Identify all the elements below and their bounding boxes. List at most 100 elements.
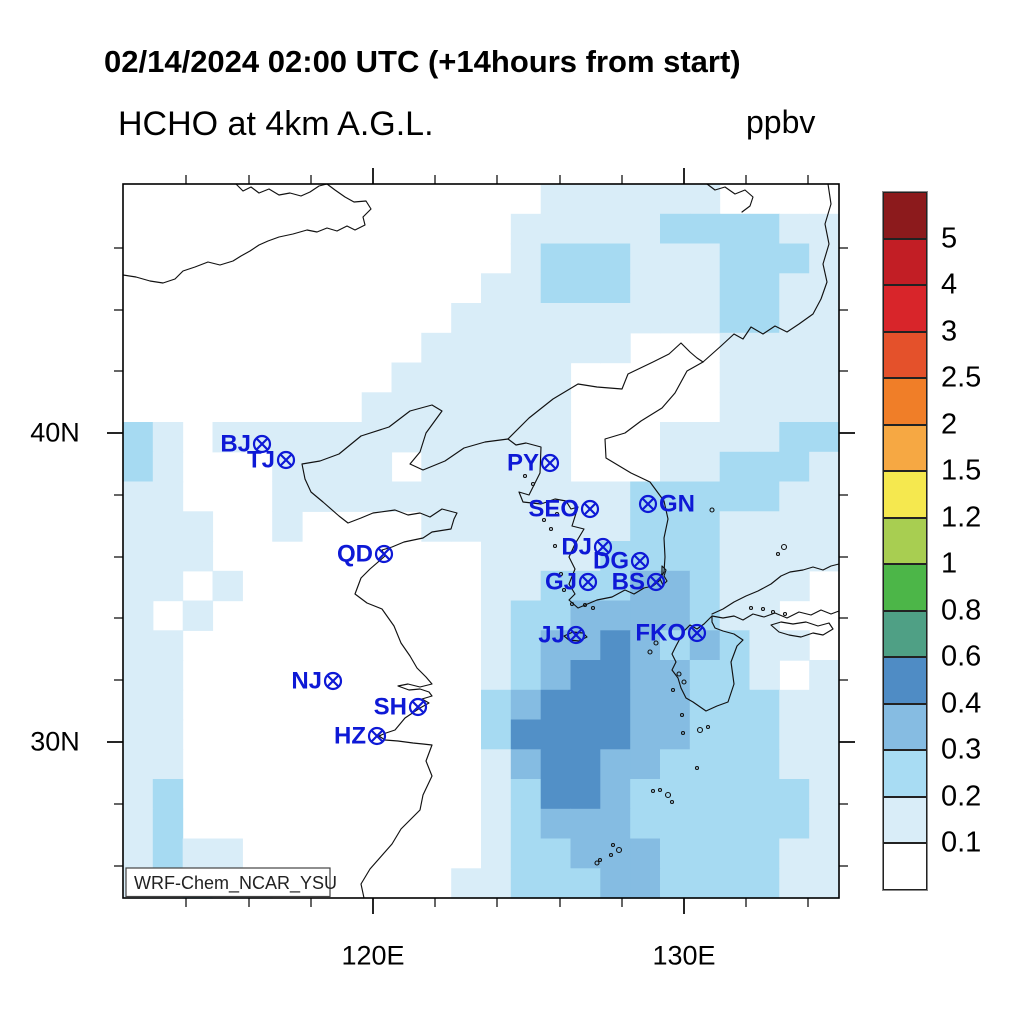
grid-cell — [570, 660, 601, 691]
station-marker-icon — [578, 572, 598, 592]
grid-cell — [510, 719, 542, 750]
island-dot — [705, 724, 711, 730]
grid-cell — [182, 600, 214, 631]
station-marker-icon — [687, 623, 707, 643]
grid-cell — [719, 838, 751, 869]
grid-cell — [481, 689, 512, 721]
colorbar-segment — [883, 657, 927, 704]
grid-cell — [510, 273, 542, 304]
grid-cell — [421, 362, 452, 393]
island-dot — [590, 605, 596, 611]
station-marker-icon — [252, 434, 272, 454]
station-HZ: HZ — [334, 723, 387, 750]
grid-cell — [600, 719, 631, 750]
grid-cell — [570, 749, 601, 780]
grid-cell — [540, 719, 572, 750]
grid-cell — [779, 332, 810, 364]
grid-cell — [809, 481, 840, 512]
grid-cell — [809, 660, 840, 691]
colorbar-tick-label: 2.5 — [941, 361, 982, 394]
station-label: HZ — [334, 723, 366, 750]
grid-cell — [481, 332, 512, 364]
grid-cell — [749, 243, 780, 274]
grid-cell — [630, 868, 661, 899]
grid-cell — [779, 808, 810, 840]
grid-cell — [510, 332, 542, 364]
concentration-grid-layer — [123, 184, 840, 899]
colorbar — [882, 191, 928, 891]
grid-cell — [809, 541, 840, 572]
grid-cell — [540, 511, 572, 542]
grid-cell — [152, 838, 184, 869]
grid-cell — [481, 392, 512, 423]
grid-cell — [123, 600, 154, 631]
grid-cell — [481, 808, 512, 840]
grid-cell — [152, 570, 184, 602]
grid-cell — [481, 838, 512, 869]
grid-cell — [152, 719, 184, 750]
grid-cell — [719, 392, 751, 423]
colorbar-segment — [883, 517, 927, 565]
grid-cell — [809, 808, 840, 840]
grid-cell — [689, 779, 721, 810]
island-dot — [554, 511, 560, 517]
grid-cell — [719, 600, 751, 631]
grid-cell — [540, 779, 572, 810]
coastline-path — [122, 183, 372, 284]
grid-cell — [660, 451, 691, 483]
grid-cell — [481, 451, 512, 483]
island-dot — [522, 473, 528, 479]
grid-cell — [660, 570, 691, 602]
grid-cell — [540, 660, 572, 691]
grid-cell — [123, 838, 154, 869]
grid-cell — [630, 273, 661, 304]
colorbar-segment — [883, 843, 927, 890]
island-dot — [610, 842, 616, 848]
grid-cell — [540, 184, 572, 215]
grid-cell — [123, 481, 154, 512]
station-marker-icon — [566, 625, 586, 645]
grid-cell — [749, 392, 780, 423]
grid-cell — [809, 392, 840, 423]
grid-cell — [361, 422, 393, 453]
grid-cell — [451, 481, 482, 512]
grid-cell — [660, 838, 691, 869]
station-label: PY — [507, 450, 539, 477]
grid-cell — [809, 511, 840, 542]
station-label: NJ — [291, 668, 322, 695]
grid-cell — [749, 303, 780, 334]
island-dot — [775, 551, 781, 557]
colorbar-segment — [883, 378, 927, 425]
grid-cell — [510, 630, 542, 661]
grid-cell — [481, 630, 512, 661]
grid-cell — [779, 422, 810, 453]
grid-cell — [719, 749, 751, 780]
colorbar-tick-label: 2 — [941, 408, 958, 441]
grid-cell — [570, 332, 601, 364]
island-dot — [664, 791, 672, 799]
station-label: BJ — [220, 431, 251, 458]
grid-cell — [540, 749, 572, 780]
grid-cell — [510, 362, 542, 393]
grid-cell — [749, 600, 780, 631]
coastline-layer — [122, 183, 840, 899]
grid-cell — [600, 273, 631, 304]
station-marker-icon — [646, 572, 666, 592]
y-axis-label-30N: 30N — [30, 726, 80, 757]
grid-cell — [630, 660, 661, 691]
colorbar-tick-label: 4 — [941, 268, 958, 301]
grid-cell — [600, 303, 631, 334]
grid-cell — [630, 213, 661, 245]
station-marker-icon — [374, 544, 394, 564]
grid-cell — [481, 511, 512, 542]
grid-cell — [451, 332, 482, 364]
grid-cell — [510, 243, 542, 274]
station-SEO: SEO — [528, 496, 600, 523]
grid-cell — [719, 868, 751, 899]
grid-cell — [510, 660, 542, 691]
grid-cell — [749, 451, 780, 483]
grid-cell — [779, 511, 810, 542]
island-dot — [569, 601, 575, 607]
